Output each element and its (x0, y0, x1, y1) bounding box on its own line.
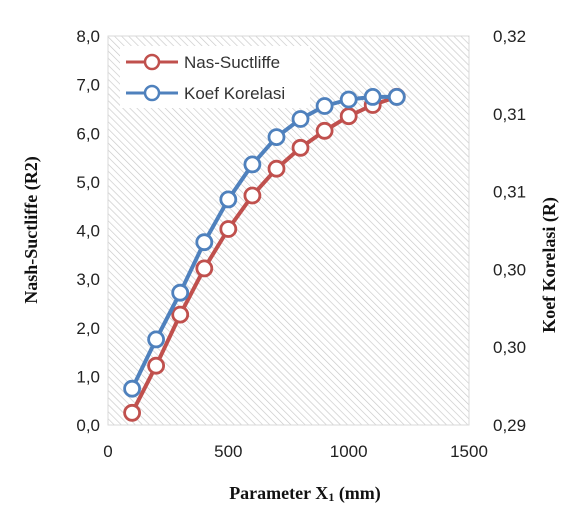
y-left-tick-labels: 0,0 1,0 2,0 3,0 4,0 5,0 6,0 7,0 8,0 (76, 27, 100, 435)
x-tick-label: 0 (103, 442, 112, 461)
y-left-tick-label: 5,0 (76, 173, 100, 192)
legend-label-koef-korelasi: Koef Korelasi (184, 84, 285, 103)
data-point-koef-korelasi (291, 110, 310, 128)
y-right-tick-label: 0,29 (493, 416, 526, 435)
y-right-tick-label: 0,30 (493, 260, 526, 279)
legend-marker-koef-korelasi (143, 84, 161, 102)
data-point-nas-suctliffe (291, 138, 310, 157)
data-point-koef-korelasi (315, 97, 334, 115)
x-axis-title: Parameter X1 (mm) (229, 483, 381, 504)
x-tick-label: 500 (214, 442, 242, 461)
data-point-koef-korelasi (267, 128, 286, 147)
y-left-tick-label: 0,0 (76, 416, 100, 435)
y-left-tick-label: 3,0 (76, 270, 100, 289)
data-point-koef-korelasi (123, 379, 142, 398)
data-point-nas-suctliffe (195, 259, 214, 278)
y-left-tick-label: 8,0 (76, 27, 100, 46)
data-point-koef-korelasi (147, 330, 166, 349)
x-tick-label: 1000 (330, 442, 368, 461)
data-point-koef-korelasi (387, 88, 406, 106)
data-point-koef-korelasi (243, 155, 262, 174)
data-point-nas-suctliffe (315, 121, 334, 140)
legend: Nas-Suctliffe Koef Korelasi (120, 46, 310, 108)
y-left-tick-label: 2,0 (76, 319, 100, 338)
data-point-nas-suctliffe (171, 305, 190, 324)
y-left-tick-label: 6,0 (76, 124, 100, 143)
data-point-koef-korelasi (171, 283, 190, 302)
x-axis-title-main: Parameter X (229, 483, 328, 503)
data-point-koef-korelasi (195, 233, 214, 252)
data-point-koef-korelasi (363, 88, 382, 106)
data-point-nas-suctliffe (267, 159, 286, 178)
data-point-nas-suctliffe (339, 107, 358, 126)
y-right-axis-title: Koef Korelasi (R) (539, 197, 560, 333)
y-right-tick-label: 0,31 (493, 183, 526, 202)
y-right-tick-label: 0,32 (493, 27, 526, 46)
legend-label-nas-suctliffe: Nas-Suctliffe (184, 53, 280, 72)
data-point-nas-suctliffe (123, 403, 142, 422)
x-axis-title-subscript: 1 (328, 490, 334, 504)
x-tick-labels: 0 500 1000 1500 (103, 442, 488, 461)
y-left-tick-label: 4,0 (76, 222, 100, 241)
y-right-tick-label: 0,31 (493, 105, 526, 124)
y-left-tick-label: 1,0 (76, 367, 100, 386)
y-right-tick-labels: 0,29 0,30 0,30 0,31 0,31 0,32 (493, 27, 526, 435)
y-left-tick-label: 7,0 (76, 76, 100, 95)
series-layer (123, 87, 406, 422)
y-left-axis-title: Nash-Suctliffe (R2) (21, 156, 42, 303)
x-tick-label: 1500 (450, 442, 488, 461)
x-axis-title-unit: (mm) (334, 483, 380, 504)
data-point-nas-suctliffe (147, 356, 166, 375)
data-point-nas-suctliffe (243, 186, 262, 205)
y-right-tick-label: 0,30 (493, 338, 526, 357)
data-point-koef-korelasi (219, 190, 238, 209)
data-point-koef-korelasi (339, 90, 358, 109)
legend-marker-nas-suctliffe (143, 53, 161, 71)
data-point-nas-suctliffe (219, 220, 238, 238)
